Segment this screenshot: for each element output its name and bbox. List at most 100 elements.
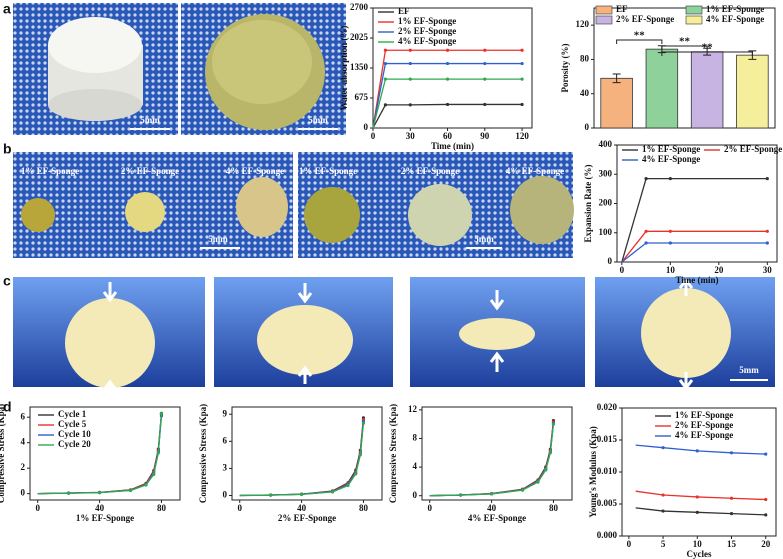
legend-label: 4% EF-Sponge (675, 430, 733, 440)
y-tick-label: 0 (21, 488, 26, 498)
y-tick-label: 12 (408, 404, 418, 414)
data-point (668, 241, 672, 245)
data-point (408, 77, 412, 81)
data-point (483, 77, 487, 81)
photo: 5mm (595, 277, 775, 391)
data-line (635, 444, 766, 455)
significance-bracket (661, 45, 708, 50)
data-point (383, 61, 388, 66)
panel-label: b (3, 141, 12, 157)
data-point (358, 453, 362, 457)
y-tick-label: 4 (413, 461, 418, 471)
chart: 0 40 80 120 Porosity (%) ** ** ** EF 1% EF-Sponge… (560, 4, 776, 132)
photo-label: 2% EF-Sponge (121, 166, 179, 176)
y-tick-label: 300 (599, 168, 613, 178)
data-line (372, 49, 523, 129)
plot-frame (29, 406, 181, 501)
y-tick-label: 9 (223, 408, 228, 418)
y-tick-label: 0 (413, 490, 418, 500)
photo: 5mm (13, 3, 178, 135)
data-point (668, 177, 672, 181)
y-axis-label: Compressive Stress (Kpa) (0, 404, 6, 503)
legend-label: 4% EF-Sponge (398, 36, 456, 46)
scale-label: 5mm (208, 234, 228, 244)
data-point (156, 451, 160, 455)
x-tick-label: 80 (359, 503, 369, 513)
photo: 1% EF-Sponge 2% EF-Sponge 4% EF-Sponge 5… (298, 152, 574, 258)
x-tick-label: 40 (487, 503, 497, 513)
data-point (765, 177, 769, 181)
photo: 5mm (181, 3, 346, 135)
y-tick-label: 3 (223, 462, 228, 472)
x-tick-label: 20 (761, 539, 771, 549)
panel-label: d (3, 399, 12, 415)
x-tick-label: 90 (480, 131, 490, 141)
y-axis-label: Porosity (%) (560, 43, 570, 92)
bar (736, 54, 769, 129)
y-tick-label: 8 (413, 433, 418, 443)
scale-label: 5mm (739, 365, 759, 375)
y-axis-label: Water absorption (%) (339, 26, 349, 111)
x-tick-label: 5 (661, 539, 666, 549)
data-line (635, 507, 766, 516)
data-point (644, 177, 648, 181)
data-point (299, 492, 304, 497)
chart: 0 3 6 9 0 40 80 2% EF-Sponge Compressive Stress … (198, 404, 383, 523)
data-point (361, 421, 366, 425)
y-tick-label: 0.020 (597, 402, 618, 412)
chart: 0.000 0.005 0.010 0.015 0.020 0 5 10 15 20 Cycles Y… (588, 402, 777, 559)
x-tick-label: 30 (763, 265, 773, 275)
data-line (429, 423, 555, 497)
data-point (520, 61, 524, 66)
y-tick-label: 80 (580, 53, 590, 63)
chart: 0 675 1350 2025 2700 0 30 60 90 120 Time (min) Wate… (339, 2, 533, 151)
data-point (765, 241, 769, 245)
data-line (372, 62, 523, 129)
data-point (520, 102, 524, 107)
data-line (635, 490, 766, 501)
data-point (668, 229, 672, 233)
y-tick-label: 6 (21, 411, 26, 421)
y-tick-label: 0.015 (597, 434, 618, 444)
data-point (520, 488, 525, 492)
legend-label: Cycle 1 (58, 409, 87, 419)
y-tick-label: 120 (576, 19, 590, 29)
legend-label: 2% EF-Sponge (398, 26, 456, 36)
data-point (152, 472, 156, 477)
data-point (483, 61, 487, 66)
data-line (621, 230, 768, 263)
y-axis-label: Compressive Stress (Kpa) (198, 404, 208, 503)
data-point (144, 483, 148, 487)
data-point (764, 497, 768, 502)
data-point (483, 102, 487, 107)
data-point (330, 490, 335, 494)
data-point (354, 472, 358, 476)
y-axis-label: Expansion Rate (%) (583, 164, 593, 242)
y-axis-label: Compressive Stress (Kpa) (388, 404, 398, 503)
data-point (128, 488, 133, 493)
panel-label: a (3, 1, 11, 17)
annotation: ** (702, 42, 714, 54)
data-point (346, 483, 350, 488)
plot-frame (231, 406, 383, 501)
data-point (764, 452, 768, 456)
data-line (37, 415, 163, 495)
data-line (239, 417, 365, 497)
chart: 0 2 4 6 0 40 80 1% EF-Sponge Compressive Stress … (0, 404, 181, 523)
scale-label: 5mm (308, 115, 328, 125)
y-axis-label: Young's Modulus (Kpa) (588, 426, 598, 518)
data-point (159, 411, 164, 415)
x-tick-label: 10 (693, 539, 703, 549)
y-tick-label: 0.005 (597, 498, 618, 508)
y-tick-label: 0.010 (597, 466, 618, 476)
photo-label: 1% EF-Sponge (299, 166, 357, 176)
data-line (621, 242, 768, 263)
data-point (67, 491, 71, 495)
legend-label: 2% EF-Sponge (616, 14, 674, 24)
data-point (764, 513, 768, 517)
scale-label: 5mm (140, 115, 160, 125)
y-tick-label: 200 (599, 198, 613, 208)
chart: 0 4 8 12 0 40 80 4% EF-Sponge Compressive Stress… (388, 404, 573, 523)
x-tick-label: 0 (620, 265, 625, 275)
y-tick-label: 0 (364, 122, 369, 132)
